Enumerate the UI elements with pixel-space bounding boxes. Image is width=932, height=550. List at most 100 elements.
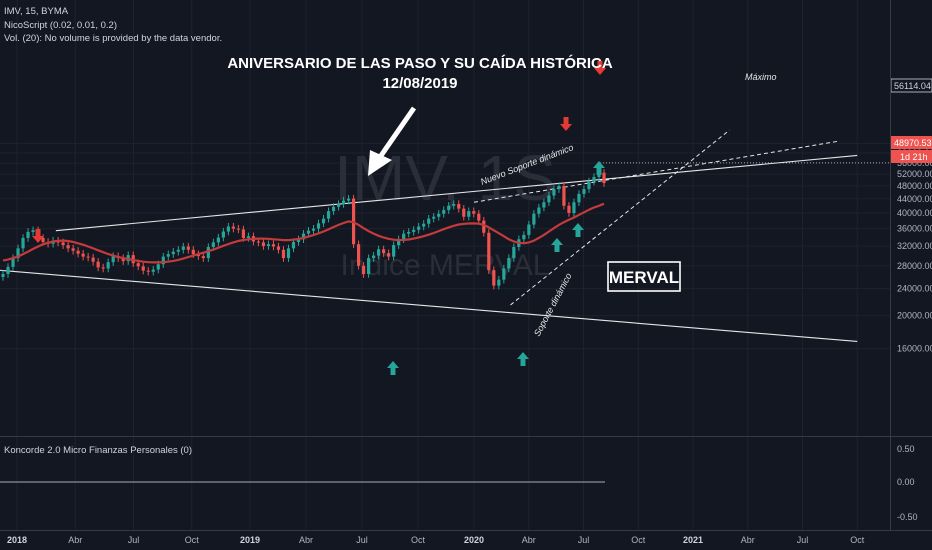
candle-body <box>66 245 70 249</box>
candle-body <box>296 239 301 242</box>
candle-body <box>171 251 175 255</box>
candle-body <box>582 189 586 194</box>
candle-body <box>11 258 15 267</box>
candle-body <box>181 246 185 250</box>
koncorde-indicator-title[interactable]: Koncorde 2.0 Micro Finanzas Personales (… <box>4 445 192 456</box>
candle-body <box>41 237 45 242</box>
volume-header[interactable]: Vol. (20): No volume is provided by the … <box>4 33 223 44</box>
candle-body <box>96 261 100 268</box>
candle-body <box>552 189 556 196</box>
time-tick-label: 2020 <box>464 535 484 545</box>
candle-body <box>542 202 546 208</box>
candle-body <box>331 206 336 212</box>
candle-body <box>392 245 396 257</box>
headline-line2: 12/08/2019 <box>382 75 457 92</box>
candle-body <box>562 185 566 206</box>
merval-label: MERVAL <box>609 268 679 287</box>
price-tick-label: 40000.00 <box>897 208 932 218</box>
candle-body <box>457 204 461 209</box>
candle-body <box>191 249 195 255</box>
candle-body <box>341 200 346 205</box>
price-axis[interactable]: 64000.0060000.0056000.0052000.0048000.00… <box>897 138 932 353</box>
candle-body <box>266 244 271 247</box>
candle-body <box>407 231 411 234</box>
candle-body <box>512 246 516 259</box>
time-tick-label: Jul <box>797 535 809 545</box>
candle-body <box>166 254 170 257</box>
candle-body <box>61 242 65 246</box>
candle-body <box>592 177 596 182</box>
trendlines <box>0 129 890 343</box>
candle-body <box>136 263 140 267</box>
candle-body <box>487 232 491 271</box>
indicator-header[interactable]: NicoScript (0.02, 0.01, 0.2) <box>4 20 117 31</box>
max-price-badge: 56114.04 <box>890 78 932 93</box>
price-tick-label: 52000.00 <box>897 169 932 179</box>
candle-body <box>201 256 205 259</box>
candle-body <box>372 255 376 259</box>
time-tick-label: Abr <box>741 535 755 545</box>
candle-body <box>146 270 150 272</box>
candle-body <box>462 208 466 217</box>
candle-body <box>256 241 261 243</box>
candle-body <box>306 230 311 234</box>
candle-body <box>447 205 451 211</box>
candle-body <box>206 246 210 259</box>
candle-body <box>577 193 581 203</box>
candle-body <box>176 249 180 252</box>
candle-body <box>316 223 321 229</box>
signal-arrows <box>32 61 606 375</box>
time-tick-label: Oct <box>411 535 426 545</box>
buy-arrow-icon <box>572 223 584 237</box>
sell-arrow-icon <box>594 61 606 75</box>
time-tick-label: 2019 <box>240 535 260 545</box>
candle-body <box>356 244 361 266</box>
indicator-tick-label: 0.00 <box>897 477 915 487</box>
candle-body <box>216 237 220 243</box>
candle-body <box>422 223 426 227</box>
candle-body <box>111 256 115 263</box>
candle-body <box>261 242 266 247</box>
svg-text:1d 21h: 1d 21h <box>900 152 928 162</box>
price-tick-label: 48000.00 <box>897 181 932 191</box>
price-tick-label: 16000.00 <box>897 344 932 354</box>
candle-body <box>397 239 401 246</box>
candle-body <box>427 218 431 224</box>
nuevo-soporte-dinamico-line <box>473 140 840 203</box>
candle-body <box>276 246 281 250</box>
candle-body <box>382 249 386 254</box>
time-tick-label: Oct <box>631 535 646 545</box>
candle-body <box>106 262 110 269</box>
candle-body <box>482 220 486 233</box>
candle-body <box>186 246 190 250</box>
candle-body <box>301 233 306 240</box>
time-axis[interactable]: 2018 Abr Jul Oct 2019 Abr Jul Oct 2020 Abr Jul Oct 2… <box>7 535 865 545</box>
indicator-tick-label: -0.50 <box>897 512 918 522</box>
chart-grid <box>0 0 890 530</box>
candle-body <box>311 228 316 231</box>
candle-body <box>417 226 421 230</box>
candle-body <box>492 270 496 286</box>
time-tick-label: Oct <box>185 535 200 545</box>
buy-arrow-icon <box>517 352 529 366</box>
candle-body <box>236 228 240 230</box>
candle-body <box>346 198 351 201</box>
candle-body <box>286 248 291 259</box>
candle-body <box>567 205 571 213</box>
buy-arrow-icon <box>551 238 563 252</box>
time-tick-label: Abr <box>299 535 313 545</box>
candle-body <box>1 273 5 277</box>
buy-arrow-icon <box>593 161 605 175</box>
candle-body <box>326 211 331 219</box>
candle-body <box>6 266 10 274</box>
indicator-tick-label: 0.50 <box>897 444 915 454</box>
time-tick-label: Jul <box>356 535 368 545</box>
symbol-header[interactable]: IMV, 15, BYMA <box>4 6 69 17</box>
sell-arrow-icon <box>560 117 572 131</box>
candle-body <box>231 226 235 229</box>
maximo-label: Máximo <box>745 72 777 82</box>
buy-arrow-icon <box>387 361 399 375</box>
candle-body <box>522 234 526 240</box>
candle-body <box>141 266 145 271</box>
